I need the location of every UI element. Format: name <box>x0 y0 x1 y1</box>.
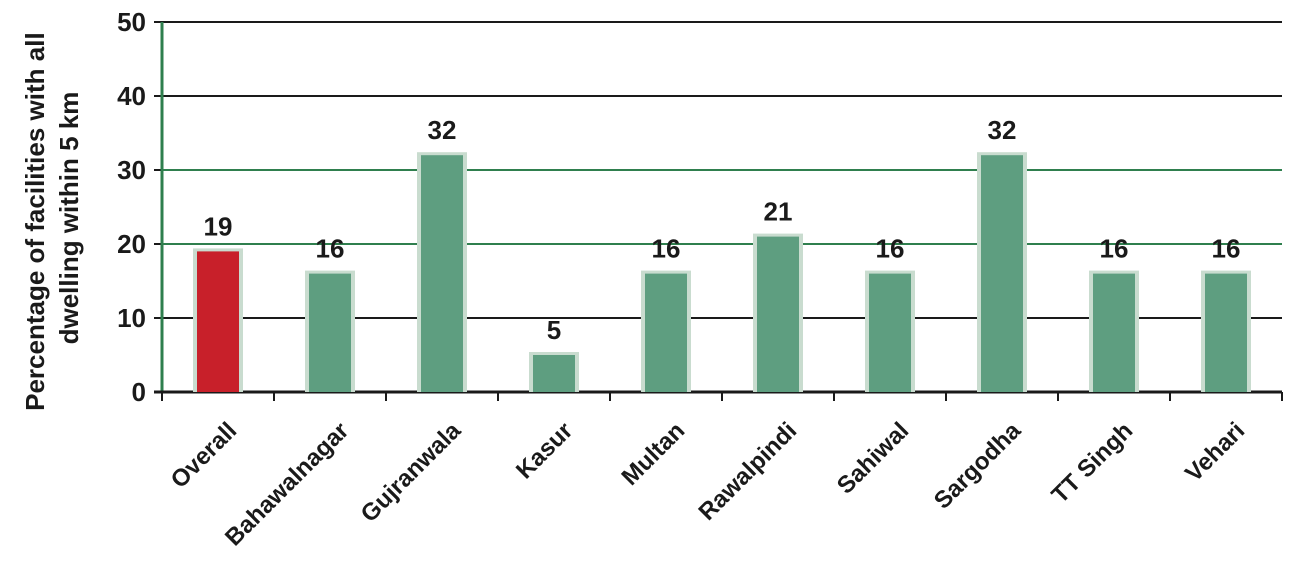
category-label: Rawalpindi <box>694 417 803 526</box>
bar-sahiwal <box>869 273 911 392</box>
y-tick-label: 10 <box>117 303 146 333</box>
y-tick-label: 30 <box>117 155 146 185</box>
category-label: TT Singh <box>1047 417 1139 509</box>
bar-overall <box>197 251 239 392</box>
category-label: Kasur <box>511 417 578 484</box>
data-label: 16 <box>652 234 681 264</box>
y-tick-labels: 0 10 20 30 40 50 <box>117 7 146 407</box>
bar-vehari <box>1205 273 1247 392</box>
data-label: 32 <box>428 115 457 145</box>
bar-bahawalnagar <box>309 273 351 392</box>
data-label: 16 <box>876 234 905 264</box>
bar-multan <box>645 273 687 392</box>
data-label: 19 <box>204 211 233 241</box>
data-label: 16 <box>316 234 345 264</box>
category-label: Vehari <box>1180 417 1250 487</box>
y-tick-label: 50 <box>117 7 146 37</box>
category-label: Sargodha <box>929 417 1027 515</box>
data-label: 32 <box>988 115 1017 145</box>
category-label: Sahiwal <box>832 417 914 499</box>
bar-gujranwala <box>421 155 463 392</box>
bar-kasur <box>533 355 575 392</box>
y-axis-label-line-1: Percentage of facilities with all <box>20 32 50 411</box>
y-tick-label: 0 <box>132 377 146 407</box>
category-label: Overall <box>166 417 243 494</box>
bar-rawalpindi <box>757 236 799 392</box>
data-label: 5 <box>547 315 561 345</box>
y-axis-label: Percentage of facilities with all dwelli… <box>20 25 84 411</box>
y-axis-label-line-2: dwelling within 5 km <box>54 92 84 345</box>
category-label: Gujranwala <box>356 417 467 528</box>
y-tick-label: 20 <box>117 229 146 259</box>
y-tick-label: 40 <box>117 81 146 111</box>
bar-sargodha <box>981 155 1023 392</box>
data-label: 16 <box>1212 234 1241 264</box>
data-labels: 19 16 32 5 16 21 16 32 16 16 <box>204 115 1241 345</box>
data-label: 16 <box>1100 234 1129 264</box>
data-label: 21 <box>764 197 793 227</box>
category-label: Multan <box>616 417 690 491</box>
bar-tt-singh <box>1093 273 1135 392</box>
bars <box>193 152 1251 392</box>
